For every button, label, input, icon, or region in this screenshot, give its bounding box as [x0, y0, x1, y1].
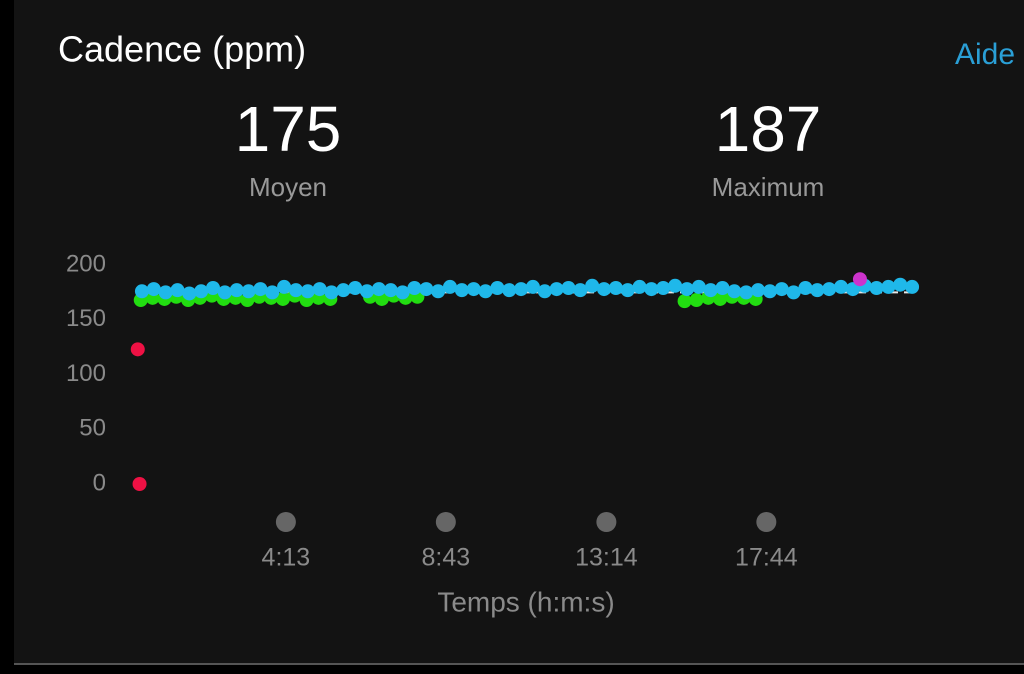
data-point	[206, 280, 221, 295]
x-tick-dot	[435, 512, 456, 532]
data-point	[691, 279, 706, 294]
data-point	[419, 282, 434, 297]
data-point	[170, 283, 185, 298]
data-point	[845, 282, 860, 297]
data-point	[431, 284, 446, 299]
data-point	[774, 282, 789, 297]
data-point	[585, 278, 600, 293]
stat-label: Maximum	[712, 172, 825, 202]
help-link[interactable]: Aide	[955, 38, 1015, 71]
data-point	[454, 283, 469, 298]
data-point	[573, 283, 588, 298]
x-tick-dot	[275, 512, 296, 532]
data-point	[348, 280, 363, 295]
data-point	[786, 285, 801, 300]
card-title: Cadence (ppm)	[58, 29, 306, 70]
data-point	[277, 279, 292, 294]
y-tick-label: 150	[66, 305, 106, 332]
data-point	[852, 272, 867, 287]
data-point	[395, 285, 410, 300]
panel	[14, 0, 1024, 664]
data-point	[241, 284, 256, 299]
data-point	[869, 280, 884, 295]
data-point	[597, 282, 612, 297]
data-point	[893, 277, 908, 292]
data-point	[490, 280, 505, 295]
data-point	[442, 279, 457, 294]
data-point	[833, 279, 848, 294]
data-point	[713, 291, 728, 306]
data-point	[265, 285, 280, 300]
y-tick-label: 0	[93, 469, 106, 496]
data-point	[798, 280, 813, 295]
data-point	[383, 283, 398, 298]
x-tick-dot	[596, 512, 617, 532]
stat-value: 187	[715, 93, 822, 165]
data-point	[312, 282, 327, 297]
data-point	[371, 282, 386, 297]
data-point	[407, 280, 422, 295]
data-point	[158, 285, 173, 300]
data-point	[677, 294, 692, 309]
data-point	[275, 291, 290, 306]
data-point	[905, 279, 920, 294]
data-point	[478, 284, 493, 299]
data-point	[514, 282, 529, 297]
data-point	[194, 284, 209, 299]
data-point	[182, 286, 197, 301]
data-point	[253, 282, 268, 297]
x-axis-title: Temps (h:m:s)	[437, 586, 614, 617]
data-point	[324, 285, 339, 300]
stat-label: Moyen	[249, 172, 327, 202]
y-tick-label: 200	[66, 250, 106, 277]
data-point	[762, 284, 777, 299]
data-point	[130, 342, 145, 357]
data-point	[525, 279, 540, 294]
data-point	[132, 477, 147, 491]
data-point	[608, 280, 623, 295]
x-tick-label: 4:13	[262, 544, 311, 572]
y-tick-label: 50	[79, 415, 106, 442]
y-tick-label: 100	[66, 360, 106, 387]
data-point	[739, 285, 754, 300]
data-point	[727, 284, 742, 299]
data-point	[360, 284, 375, 299]
stat-value: 175	[235, 93, 342, 165]
data-point	[336, 283, 351, 298]
data-point	[502, 283, 517, 298]
x-tick-label: 13:14	[575, 544, 638, 572]
data-point	[810, 283, 825, 298]
data-point	[822, 282, 837, 297]
x-tick-label: 8:43	[422, 544, 471, 572]
data-point	[668, 278, 683, 293]
data-point	[466, 282, 481, 297]
data-point	[679, 282, 694, 297]
data-point	[689, 293, 704, 308]
data-point	[549, 282, 564, 297]
data-point	[632, 279, 647, 294]
data-point	[561, 280, 576, 295]
data-point	[229, 283, 244, 298]
data-point	[620, 283, 635, 298]
data-point	[881, 279, 896, 294]
x-tick-dot	[756, 512, 777, 532]
data-point	[751, 283, 766, 298]
data-point	[288, 283, 303, 298]
data-point	[537, 284, 552, 299]
data-point	[644, 282, 659, 297]
data-point	[134, 284, 149, 299]
data-point	[300, 284, 315, 299]
data-point	[715, 280, 730, 295]
data-point	[656, 280, 671, 295]
data-point	[146, 282, 161, 297]
data-point	[703, 283, 718, 298]
data-point	[217, 285, 232, 300]
x-tick-label: 17:44	[735, 544, 798, 572]
